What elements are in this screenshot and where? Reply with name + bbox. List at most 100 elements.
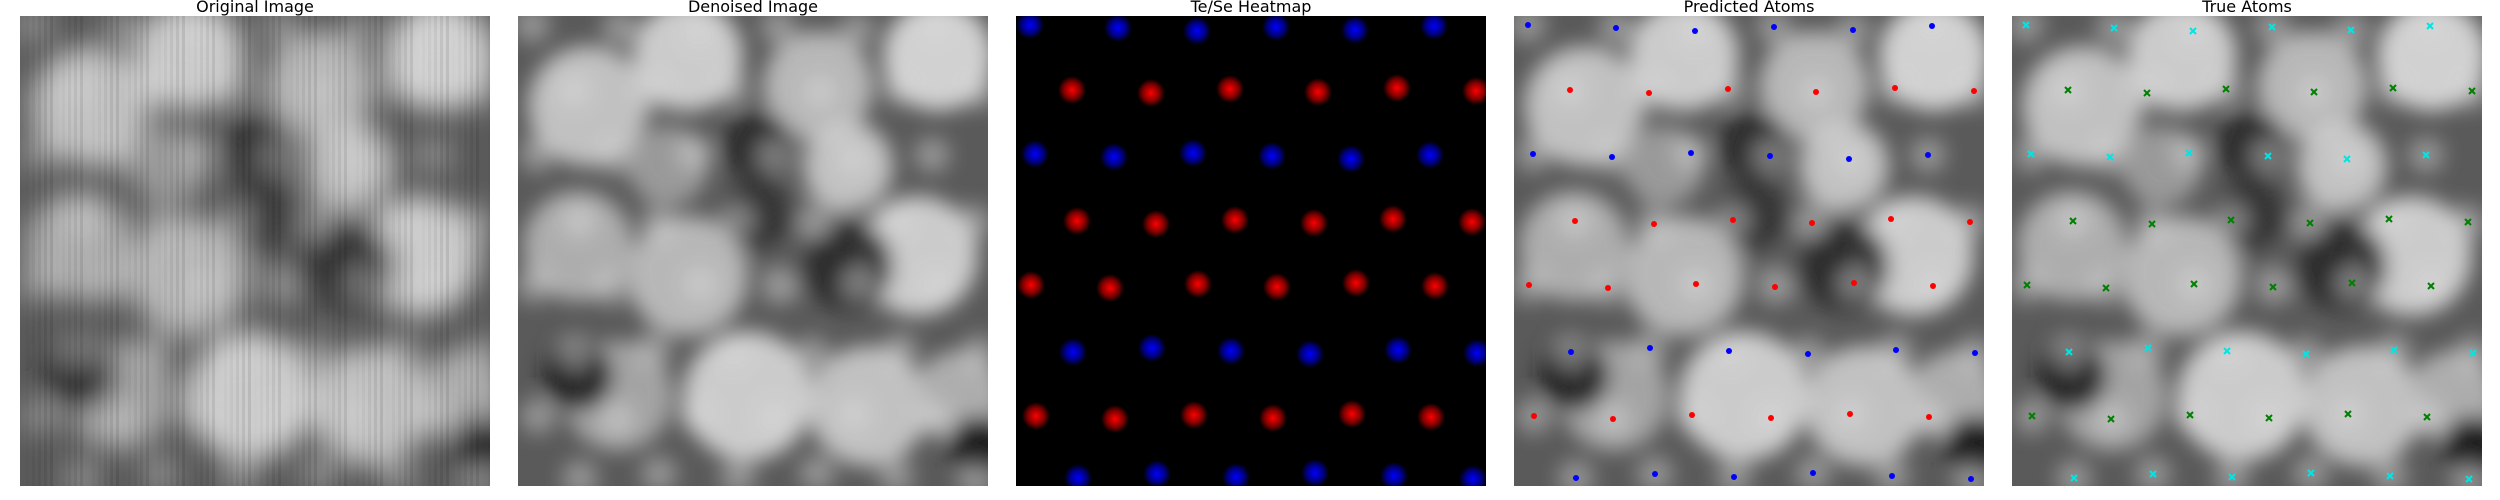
atom-blob — [882, 332, 918, 368]
scan-streak — [248, 16, 251, 486]
scan-streak — [392, 16, 395, 486]
heatmap-spot — [1217, 337, 1245, 365]
atom-blob — [914, 137, 950, 173]
atom-blob — [519, 136, 555, 172]
scan-streak — [440, 16, 443, 486]
predicted-atom-marker — [1767, 153, 1773, 159]
predicted-atom-marker — [1605, 285, 1611, 291]
scan-streak — [398, 16, 401, 486]
predicted-atom-marker — [1689, 412, 1695, 418]
predicted-atom-marker — [1613, 25, 1619, 31]
scan-streak — [200, 16, 203, 486]
heatmap-spot — [1379, 205, 1407, 233]
scan-streak — [362, 16, 365, 486]
heatmap-spot — [1417, 403, 1445, 431]
predicted-atom-marker — [1573, 475, 1579, 481]
true-atoms — [2012, 16, 2482, 486]
atom-blob — [840, 265, 876, 301]
atom-blob — [881, 70, 917, 106]
predicted-atom-marker — [1646, 90, 1652, 96]
predicted-atom-marker — [1888, 216, 1894, 222]
heatmap-spot — [1416, 141, 1444, 169]
scan-streak — [230, 16, 233, 486]
atom-blob — [756, 138, 792, 174]
predicted-atom-marker — [1771, 24, 1777, 30]
atom-blob — [421, 268, 457, 304]
scan-streak — [344, 16, 347, 486]
scan-streak — [266, 16, 269, 486]
atom-blob — [682, 266, 718, 302]
scan-streak — [326, 16, 329, 486]
predicted-atom-marker — [1567, 87, 1573, 93]
scan-streak — [386, 16, 389, 486]
scan-streak — [98, 16, 101, 486]
predicted-atom-marker — [1846, 156, 1852, 162]
predicted-atom-marker — [1851, 280, 1857, 286]
atom-blob — [217, 333, 253, 369]
predicted-atom-marker — [1893, 347, 1899, 353]
te-se-heatmap — [1016, 16, 1486, 486]
scan-streak — [110, 16, 113, 486]
panel-title: True Atoms — [2012, 0, 2482, 16]
atom-blob — [379, 201, 415, 237]
heatmap-spot — [1421, 272, 1449, 300]
predicted-atom-marker — [1809, 220, 1815, 226]
scan-streak — [164, 16, 167, 486]
scan-streak — [212, 16, 215, 486]
atom-blob — [715, 333, 751, 369]
scan-streak — [224, 16, 227, 486]
heatmap-spot — [1017, 271, 1045, 299]
predicted-atom-marker — [1925, 152, 1931, 158]
scan-streak — [134, 16, 137, 486]
scan-streak — [146, 16, 149, 486]
atom-blob — [635, 75, 671, 111]
heatmap-spot — [1337, 145, 1365, 173]
scan-streak — [50, 16, 53, 486]
atom-blob — [836, 396, 872, 432]
scan-streak — [272, 16, 275, 486]
scan-streak — [38, 16, 41, 486]
heatmap-spot — [1183, 17, 1211, 45]
predicted-atom-marker — [1568, 349, 1574, 355]
predicted-atom-marker — [1847, 411, 1853, 417]
predicted-atom-marker — [1929, 23, 1935, 29]
scan-streak — [122, 16, 125, 486]
predicted-atoms — [1514, 16, 1984, 486]
heatmap-spot — [1341, 16, 1369, 44]
scan-streak — [278, 16, 281, 486]
predicted-atom-marker — [1725, 86, 1731, 92]
heatmap-spot — [1100, 143, 1128, 171]
predicted-atom-marker — [1768, 415, 1774, 421]
heatmap-spot — [1096, 274, 1124, 302]
atom-blob — [636, 330, 672, 366]
scan-streak — [428, 16, 431, 486]
scan-streak — [452, 16, 455, 486]
scan-streak — [290, 16, 293, 486]
atom-blob — [677, 135, 713, 171]
atom-blob — [259, 400, 295, 436]
scan-streak — [374, 16, 377, 486]
heatmap-spot — [1221, 206, 1249, 234]
scan-streak — [254, 16, 257, 486]
scan-streak — [320, 16, 323, 486]
heatmap-spot — [1059, 338, 1087, 366]
scan-streak — [422, 16, 425, 486]
atom-blob — [258, 138, 294, 174]
atom-blob — [138, 330, 174, 366]
scan-streak — [116, 16, 119, 486]
atom-blob — [919, 268, 955, 304]
panel-denoised-image: Denoised Image — [518, 16, 988, 486]
heatmap-spot — [1101, 405, 1129, 433]
predicted-atom-marker — [1692, 28, 1698, 34]
atom-blob — [300, 205, 336, 241]
atom-blob — [520, 398, 556, 434]
atom-blob — [640, 206, 676, 242]
panel-title: Predicted Atoms — [1514, 0, 1984, 16]
atom-blob — [384, 332, 420, 368]
atom-blob — [798, 205, 834, 241]
scan-streak — [140, 16, 143, 486]
predicted-atom-marker — [1772, 284, 1778, 290]
atom-blob — [915, 399, 951, 435]
heatmap-spot — [1338, 400, 1366, 428]
scan-streak — [26, 16, 29, 486]
